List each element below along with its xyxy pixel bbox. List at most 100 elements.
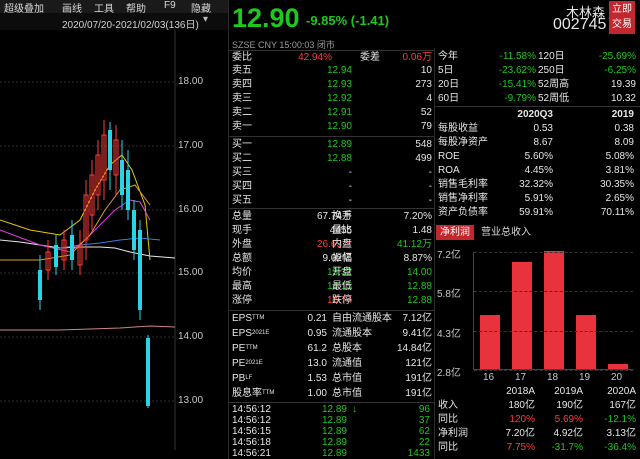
- menu-hide[interactable]: 隐藏: [191, 4, 211, 15]
- price-tick: 15.00: [178, 267, 204, 278]
- tick-volume: 22: [418, 437, 430, 448]
- order-ratio-row: 委比 42.94% 委差 0.06万: [232, 51, 432, 64]
- fundamental-value2: 14.84亿: [396, 343, 432, 354]
- divider: [229, 402, 434, 403]
- stat-value: 4455: [329, 225, 352, 236]
- bid-row[interactable]: 买二 12.88 499: [232, 152, 432, 165]
- perf-label: 52周高: [538, 79, 570, 90]
- order-ratio-label: 委比: [232, 52, 252, 63]
- finance-row: ROE 5.60% 5.08%: [438, 150, 638, 163]
- stat-value: 14.00: [406, 267, 432, 278]
- menu-tools[interactable]: 工具: [94, 4, 114, 15]
- ask-volume: 273: [415, 79, 432, 90]
- bid-row[interactable]: 买一 12.89 548: [232, 138, 432, 151]
- trade-now-button[interactable]: 立即交易: [609, 1, 635, 34]
- bid-price: 12.89: [326, 139, 352, 150]
- fundamental-value2: 191亿: [405, 373, 432, 384]
- stat-label: 振幅: [332, 253, 352, 264]
- fundamental-name: PE: [232, 343, 246, 354]
- stat-label: 开盘: [332, 267, 352, 278]
- gridline: [474, 370, 633, 371]
- ask-row[interactable]: 卖二 12.91 52: [232, 106, 432, 119]
- ask-row[interactable]: 卖三 12.92 4: [232, 92, 432, 105]
- bid-volume: -: [428, 167, 432, 178]
- stat-label: 量比: [332, 225, 352, 236]
- stat-value: 41.12万: [396, 239, 432, 250]
- annual-value: 180亿: [508, 400, 535, 411]
- menu-draw[interactable]: 画线: [62, 4, 82, 15]
- bid-label: 买四: [232, 181, 252, 192]
- bid-row[interactable]: 买三 - -: [232, 166, 432, 179]
- chevron-down-icon[interactable]: ▾: [203, 14, 209, 25]
- annual-label: 同比: [438, 442, 458, 453]
- stat-value: 67.74万: [316, 211, 352, 222]
- y-tick-label: 2.8亿: [437, 368, 461, 379]
- ask-row[interactable]: 卖一 12.90 79: [232, 120, 432, 133]
- candlestick-chart[interactable]: 18.00 17.00 16.00 15.00 14.00 13.00: [0, 30, 222, 450]
- bid-label: 买一: [232, 139, 252, 150]
- finance-label: 销售毛利率: [438, 179, 488, 190]
- perf-label: 5日: [438, 65, 454, 76]
- tick-price: 12.89: [321, 437, 347, 448]
- menu-f9[interactable]: F9: [164, 0, 176, 11]
- tick-volume: 62: [418, 426, 430, 437]
- finance-value: 70.11%: [600, 207, 634, 218]
- bid-row[interactable]: 买五 - -: [232, 194, 432, 207]
- candlestick-svg: [0, 30, 176, 450]
- menu-help[interactable]: 帮助: [126, 4, 146, 15]
- stat-label: 跌停: [332, 295, 352, 306]
- tick-price: 12.89: [321, 448, 347, 459]
- tab-revenue[interactable]: 营业总收入: [481, 227, 531, 238]
- ask-label: 卖四: [232, 79, 252, 90]
- perf-label: 60日: [438, 93, 460, 104]
- bid-price: -: [348, 167, 352, 178]
- finance-value: 8.09: [614, 137, 634, 148]
- fundamental-row: 股息率TTM 1.00 总市值 191亿: [232, 387, 432, 400]
- stat-row: 总量 67.74万 换手 7.20%: [232, 210, 432, 223]
- finance-row: 每股收益 0.53 0.38: [438, 122, 638, 135]
- performance-row: 20日 -15.41% 52周高 19.39: [438, 78, 638, 91]
- menu-overlay[interactable]: 超级叠加: [4, 4, 44, 15]
- bid-price: -: [348, 195, 352, 206]
- tick-row: 14:56:12 12.89 37: [232, 415, 432, 426]
- stat-label: 均价: [232, 267, 252, 278]
- bid-row[interactable]: 买四 - -: [232, 180, 432, 193]
- ask-label: 卖五: [232, 65, 252, 76]
- fundamental-name: PB: [232, 373, 246, 384]
- stat-label: 外盘: [232, 239, 252, 250]
- ask-price: 12.91: [326, 107, 352, 118]
- ask-price: 12.93: [326, 79, 352, 90]
- perf-label: 250日: [538, 65, 565, 76]
- ask-row[interactable]: 卖四 12.93 273: [232, 78, 432, 91]
- perf-value: 19.39: [610, 79, 636, 90]
- finance-label: ROA: [438, 165, 460, 176]
- ask-row[interactable]: 卖五 12.94 10: [232, 64, 432, 77]
- fundamental-row: PBLF 1.53 总市值 191亿: [232, 372, 432, 385]
- annual-value: 4.92亿: [553, 428, 583, 439]
- bar: [576, 315, 596, 369]
- tick-volume: 1433: [407, 448, 430, 459]
- fundamental-basis: 2021E: [252, 330, 270, 336]
- annual-label: 收入: [438, 400, 458, 411]
- tab-net-profit[interactable]: 净利润: [436, 225, 474, 240]
- finance-row: 资产负债率 59.91% 70.11%: [438, 206, 638, 219]
- fundamental-value: 0.21: [307, 313, 327, 324]
- fundamental-basis: TTM: [252, 315, 265, 321]
- bid-volume: -: [428, 195, 432, 206]
- annual-year: 2019A: [554, 386, 583, 397]
- y-tick-label: 7.2亿: [437, 250, 461, 261]
- stat-row: 现手 4455 量比 1.48: [232, 224, 432, 237]
- fundamental-label2: 总市值: [332, 373, 362, 384]
- annual-header: 2018A 2019A 2020A: [438, 385, 638, 398]
- ask-volume: 79: [420, 121, 432, 132]
- stat-label: 最低: [332, 281, 352, 292]
- ask-volume: 10: [420, 65, 432, 76]
- fundamental-basis: LF: [245, 375, 253, 381]
- stat-label: 总量: [232, 211, 252, 222]
- perf-value: -6.25%: [604, 65, 636, 76]
- price-change: -9.85% (-1.41): [306, 13, 390, 28]
- fundamental-value: 61.2: [307, 343, 327, 354]
- stat-row: 外盘 26.63万 内盘 41.12万: [232, 238, 432, 251]
- ask-price: 12.90: [326, 121, 352, 132]
- stat-label: 内盘: [332, 239, 352, 250]
